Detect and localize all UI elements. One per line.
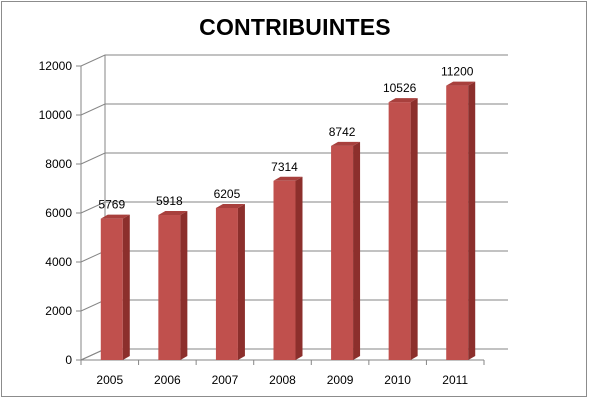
y-tick-label: 6000	[45, 206, 72, 220]
bar-side	[295, 176, 303, 360]
gridline	[80, 201, 508, 214]
bar-front	[446, 85, 469, 360]
data-label: 11200	[441, 65, 474, 79]
bar	[388, 98, 418, 360]
bar-side	[410, 98, 418, 360]
bar-top	[158, 211, 188, 216]
bar	[158, 211, 188, 360]
x-tick-label: 2008	[269, 373, 296, 387]
bar	[273, 176, 303, 360]
bar-front	[215, 207, 238, 360]
y-tick-label: 4000	[45, 255, 72, 269]
bar-side	[468, 81, 476, 360]
x-tick-label: 2011	[442, 373, 468, 387]
bars	[100, 81, 476, 360]
y-axis: 0 2000 4000 6000 8000 10000 12000	[39, 59, 82, 367]
chart-title: CONTRIBUINTES	[199, 14, 391, 40]
bar-side	[353, 141, 361, 360]
y-tick-label: 0	[65, 353, 72, 367]
x-tick-label: 2006	[154, 373, 181, 387]
bar	[100, 214, 130, 360]
data-label: 5769	[98, 198, 125, 212]
bar-side	[237, 203, 245, 360]
x-tick-label: 2007	[212, 373, 239, 387]
bar-front	[331, 145, 354, 360]
bar-top	[215, 203, 245, 208]
data-label: 8742	[329, 125, 356, 139]
data-label: 10526	[383, 81, 417, 95]
gridline	[80, 103, 508, 116]
y-tick-label: 2000	[45, 304, 72, 318]
bar	[446, 81, 476, 360]
x-tick-label: 2010	[384, 373, 411, 387]
y-tick-label: 12000	[39, 59, 73, 73]
data-label: 6205	[214, 187, 241, 201]
x-axis: 2005 2006 2007 2008 2009 2010 2011	[80, 359, 485, 387]
bar-front	[273, 180, 296, 360]
y-tick-label: 10000	[39, 108, 73, 122]
gridline	[80, 54, 508, 67]
bar-side	[180, 211, 188, 360]
x-tick-label: 2009	[327, 373, 354, 387]
x-tick-label: 2005	[96, 373, 123, 387]
bar-side	[122, 214, 130, 360]
bar-top	[331, 141, 361, 146]
data-label: 7314	[271, 160, 298, 174]
bar	[215, 203, 245, 360]
data-labels: 5769 5918 6205 7314 8742 10526 11200	[98, 65, 473, 212]
y-tick-label: 8000	[45, 157, 72, 171]
bar-top	[273, 176, 303, 181]
data-label: 5918	[156, 194, 183, 208]
bar-top	[446, 81, 476, 86]
bar	[331, 141, 361, 360]
bar-top	[100, 214, 130, 219]
bar-top	[388, 98, 418, 103]
bar-front	[388, 102, 411, 360]
bar-front	[100, 218, 123, 360]
bar-front	[158, 215, 181, 360]
gridline	[80, 152, 508, 165]
